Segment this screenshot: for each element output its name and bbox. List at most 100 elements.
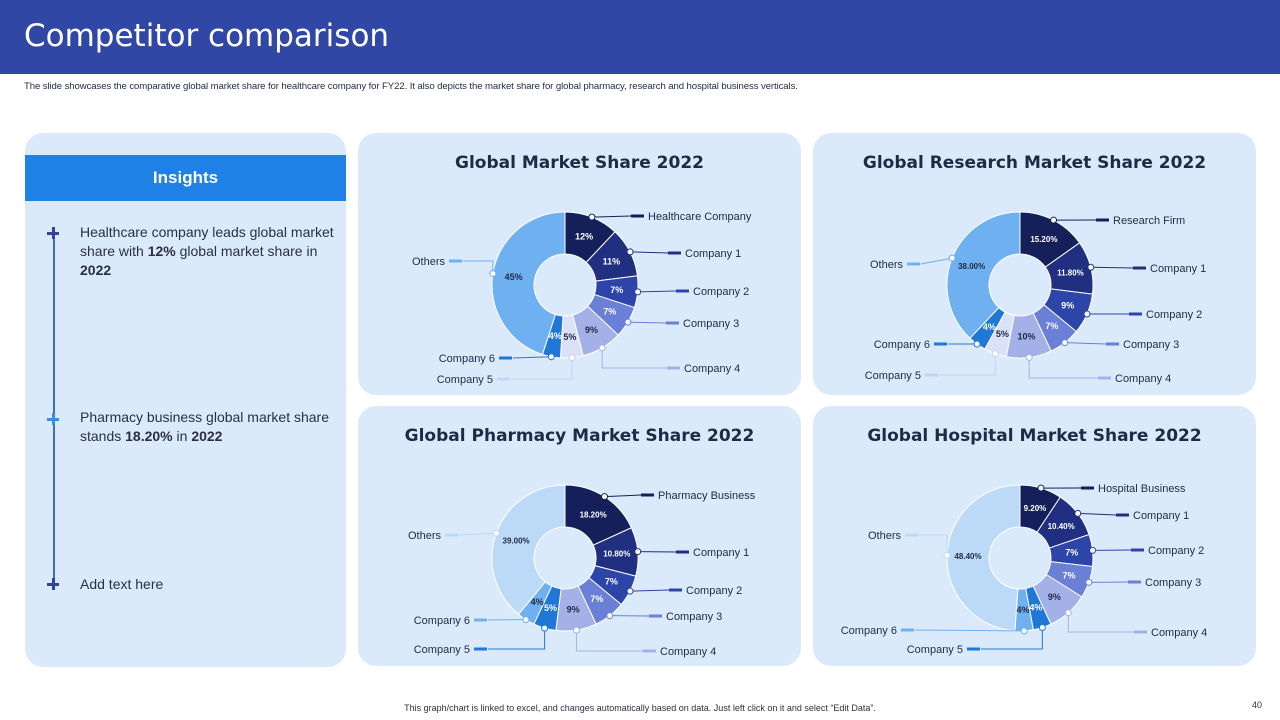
leader-dot: [489, 270, 497, 278]
legend-marker: [1096, 218, 1109, 222]
donut-chart-hospital: 9.20%10.40% 7% 7% 9% 4%4% 48.40% Hospital Busi…: [841, 483, 1208, 656]
data-label: 38.00%: [958, 262, 985, 271]
slice-others: [946, 484, 1021, 632]
data-label: 7%: [610, 285, 623, 295]
leader-dot: [1064, 609, 1072, 617]
category-label: Others: [870, 259, 904, 271]
category-label: Company 5: [437, 374, 493, 386]
leader-line: [512, 356, 552, 359]
leader-dot: [568, 354, 576, 362]
slice-others: [491, 484, 566, 615]
leader-line: [981, 627, 1043, 650]
data-label: 7%: [1045, 321, 1058, 331]
legend-marker: [1133, 266, 1146, 270]
legend-marker: [449, 259, 462, 263]
legend-marker: [669, 588, 682, 592]
leader-line: [1077, 512, 1117, 516]
title-bar: Competitor comparison: [0, 0, 1280, 74]
legend-marker: [445, 533, 458, 537]
donut-chart-pharmacy: 18.20% 10.80% 7%7% 9% 5%4% 39.00% Pharmacy Bus…: [408, 484, 756, 658]
chart-panel-research: Global Research Market Share 2022 15.20%…: [813, 133, 1256, 395]
category-label: Company 4: [684, 363, 740, 375]
plus-icon: [47, 413, 59, 425]
data-label: 4%: [983, 322, 996, 332]
leader-dot: [1061, 339, 1069, 347]
insights-title: Insights: [25, 155, 346, 201]
category-label: Company 6: [439, 353, 495, 365]
leader-dot: [1037, 484, 1045, 492]
insight-item-2: Pharmacy business global market share st…: [80, 408, 342, 446]
leader-dot: [588, 213, 596, 221]
legend-marker: [474, 618, 487, 622]
data-label: 9%: [1048, 592, 1061, 602]
donut-chart-global: 12% 11% 7% 7% 9% 5%4% 45% Healthcare Company Com…: [412, 211, 752, 386]
category-label: Others: [408, 530, 442, 542]
data-label: 9%: [585, 325, 598, 335]
leader-dot: [1025, 353, 1033, 361]
leader-dot: [948, 254, 956, 262]
category-label: Company 2: [1146, 309, 1202, 321]
data-label: 7%: [605, 577, 618, 587]
data-label: 48.40%: [954, 552, 981, 561]
legend-marker: [1116, 513, 1129, 517]
leader-line: [601, 347, 667, 369]
leader-dot: [973, 340, 981, 348]
data-label: 4%: [1016, 605, 1029, 615]
legend-marker: [497, 377, 510, 381]
data-label: 9.20%: [1024, 504, 1047, 513]
leader-dot: [601, 493, 609, 501]
category-label: Company 1: [685, 248, 741, 260]
data-label: 7%: [590, 594, 603, 604]
category-label: Company 5: [414, 644, 470, 656]
data-label: 5%: [996, 329, 1009, 339]
leader-dot: [1020, 627, 1028, 635]
leader-line: [627, 321, 667, 324]
leader-dot: [626, 587, 634, 595]
legend-marker: [1106, 342, 1119, 346]
category-label: Company 5: [907, 644, 963, 656]
legend-marker: [668, 251, 681, 255]
insight-text: Add text here: [80, 576, 164, 592]
chart-panel-pharmacy: Global Pharmacy Market Share 2022 18.20%…: [358, 406, 801, 666]
category-label: Company 1: [693, 547, 749, 559]
legend-marker: [676, 289, 689, 293]
insight-highlight: 2022: [191, 428, 223, 444]
leader-line: [630, 251, 669, 254]
insight-text: Pharmacy business global market share st…: [80, 409, 330, 444]
leader-dot: [1087, 263, 1095, 271]
category-label: Pharmacy Business: [658, 490, 756, 502]
leader-dot: [1089, 546, 1097, 554]
leader-line: [920, 257, 953, 265]
category-label: Company 6: [874, 339, 930, 351]
category-label: Company 5: [865, 370, 921, 382]
data-label: 4%: [531, 597, 544, 607]
data-label: 5%: [563, 332, 576, 342]
chart-title: Global Market Share 2022: [454, 153, 704, 173]
donut-chart-research: 15.20% 11.80% 9%7% 10% 5%4% 38.00% Research Fi…: [865, 211, 1206, 385]
legend-marker: [1081, 486, 1094, 490]
leader-dot: [626, 248, 634, 256]
chart-title: Global Hospital Market Share 2022: [867, 426, 1202, 446]
category-label: Company 3: [1123, 339, 1179, 351]
chart-panel-hospital: Global Hospital Market Share 2022 9.20% 1…: [813, 406, 1256, 666]
leader-line: [1064, 342, 1107, 345]
legend-marker: [1129, 312, 1142, 316]
page-number: 40: [1252, 700, 1263, 710]
legend-marker: [499, 356, 512, 360]
data-label: 9%: [1061, 301, 1074, 311]
leader-dot: [572, 626, 580, 634]
plus-icon: [47, 227, 59, 239]
data-label: 4%: [1029, 603, 1042, 613]
leader-line: [637, 290, 677, 293]
data-label: 7%: [603, 306, 616, 316]
leader-dot: [1050, 216, 1058, 224]
footer-note: This graph/chart is linked to excel, and…: [404, 703, 876, 713]
insight-highlight: 2022: [80, 262, 112, 278]
category-label: Company 2: [693, 286, 749, 298]
insight-text: Healthcare company leads global market s…: [80, 224, 334, 259]
category-label: Company 3: [1145, 577, 1201, 589]
category-label: Company 3: [683, 318, 739, 330]
leader-line: [914, 629, 1025, 632]
legend-marker: [934, 342, 947, 346]
insight-text: in: [172, 428, 192, 444]
